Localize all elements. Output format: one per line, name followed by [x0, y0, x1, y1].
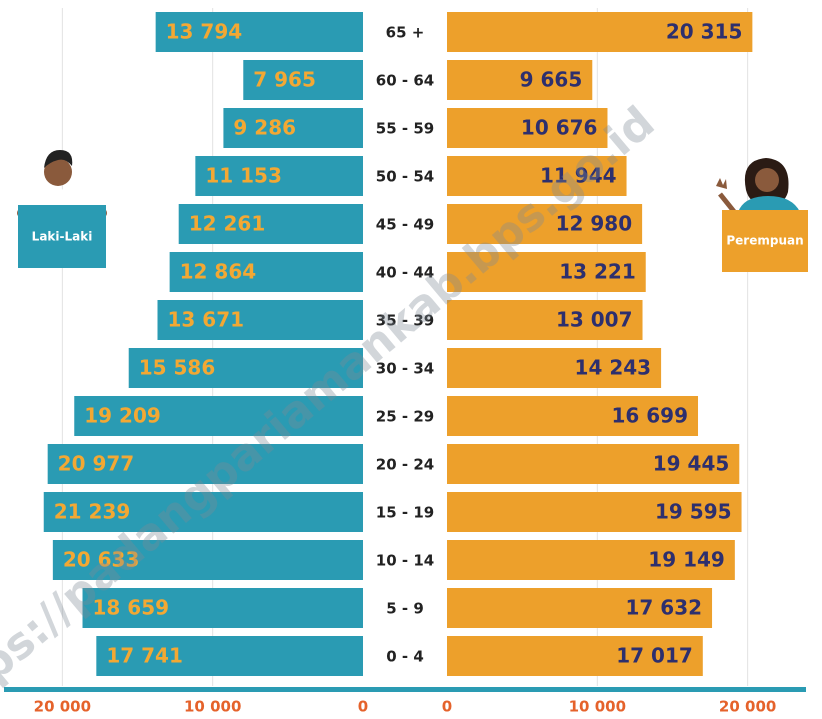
category-label: 15 - 19: [376, 504, 434, 522]
value-label: 16 699: [611, 404, 688, 428]
category-label: 25 - 29: [376, 408, 434, 426]
x-tick-label: 20 000: [34, 698, 91, 716]
x-tick-label: 0: [442, 698, 452, 716]
chart: Laki-Laki Perempuan 0 0 10 000 10 000 20 000…: [0, 0, 822, 719]
category-label: 50 - 54: [376, 168, 434, 186]
category-label: 55 - 59: [376, 120, 434, 138]
value-label: 15 586: [139, 356, 216, 380]
male-figure: Laki-Laki: [17, 150, 107, 268]
value-label: 17 017: [616, 644, 693, 668]
value-label: 17 741: [106, 644, 183, 668]
value-label: 13 221: [559, 260, 636, 284]
value-label: 20 315: [666, 20, 743, 44]
category-label: 20 - 24: [376, 456, 434, 474]
value-label: 12 261: [189, 212, 266, 236]
value-label: 19 595: [655, 500, 732, 524]
value-label: 21 239: [54, 500, 131, 524]
value-label: 9 665: [520, 68, 583, 92]
value-label: 14 243: [575, 356, 652, 380]
legend-label: Perempuan: [726, 234, 803, 248]
value-label: 7 965: [253, 68, 316, 92]
value-label: 11 153: [205, 164, 282, 188]
value-label: 13 007: [556, 308, 633, 332]
labels: 0 0 10 000 10 000 20 000 20 000 65 + 13 794 20 3…: [34, 20, 777, 716]
value-label: 20 977: [58, 452, 135, 476]
value-label: 19 445: [653, 452, 730, 476]
value-label: 19 209: [84, 404, 161, 428]
category-label: 65 +: [386, 24, 425, 42]
category-label: 0 - 4: [386, 648, 424, 666]
category-label: 45 - 49: [376, 216, 434, 234]
value-label: 13 794: [166, 20, 243, 44]
x-tick-label: 20 000: [719, 698, 776, 716]
category-label: 10 - 14: [376, 552, 434, 570]
x-tick-label: 0: [358, 698, 368, 716]
category-label: 5 - 9: [386, 600, 424, 618]
x-tick-label: 10 000: [569, 698, 626, 716]
category-label: 60 - 64: [376, 72, 434, 90]
value-label: 19 149: [648, 548, 725, 572]
legend-label: Laki-Laki: [32, 230, 93, 244]
value-label: 12 864: [180, 260, 257, 284]
female-figure: Perempuan: [716, 158, 808, 272]
value-label: 17 632: [625, 596, 702, 620]
value-label: 9 286: [233, 116, 296, 140]
x-tick-label: 10 000: [184, 698, 241, 716]
axis-baseline: [4, 687, 806, 692]
value-label: 13 671: [168, 308, 245, 332]
